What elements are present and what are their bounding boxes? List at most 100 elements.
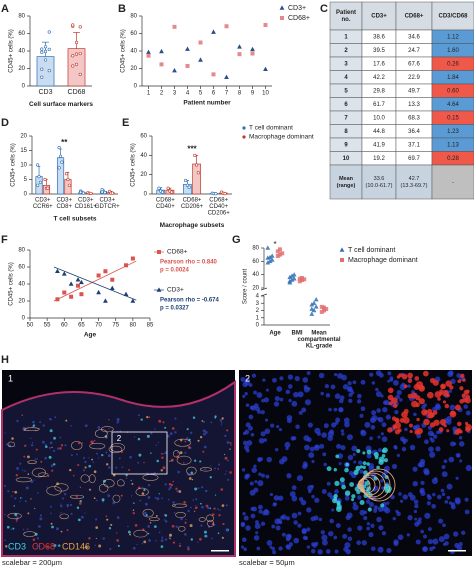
tissue-cell	[64, 444, 67, 447]
tissue-cell	[217, 468, 220, 470]
nucleus	[242, 431, 247, 435]
nucleus	[243, 515, 249, 521]
vessel	[110, 442, 125, 453]
tissue-cell	[23, 455, 26, 458]
tissue-cell	[13, 505, 16, 507]
x-tick-label: GDTCR+	[95, 204, 120, 210]
vessel	[32, 467, 46, 478]
tissue-cell	[210, 421, 213, 424]
legend-label: CD68+	[288, 15, 310, 22]
nucleus	[266, 540, 273, 546]
nucleus	[400, 436, 405, 442]
nucleus	[338, 462, 342, 466]
tissue-cell	[197, 541, 199, 543]
tissue-cell	[90, 440, 94, 444]
table-cell-text: 24.7	[408, 48, 420, 54]
macrophage	[418, 385, 425, 391]
scale-bar	[448, 550, 466, 552]
x-tick-label: CD206+	[181, 204, 204, 210]
nucleus	[264, 509, 270, 516]
x-tick-label: compartmental	[297, 337, 340, 343]
table-cell	[395, 1, 433, 31]
y-tick-label: 60	[18, 265, 25, 271]
tissue-cell	[106, 463, 109, 466]
nucleus	[343, 417, 350, 424]
t-cell	[355, 465, 361, 471]
nucleus	[453, 531, 459, 537]
nucleus	[368, 502, 374, 507]
data-point	[267, 258, 273, 264]
x-tick-label: 6	[212, 91, 216, 97]
nucleus	[393, 379, 399, 386]
tissue-cell	[105, 451, 108, 454]
nucleus	[257, 457, 262, 463]
tissue-cell	[84, 460, 87, 464]
nucleus	[429, 546, 434, 552]
data-point	[64, 172, 69, 176]
tissue-cell	[88, 464, 92, 468]
nucleus	[415, 424, 421, 429]
macrophage	[449, 410, 457, 418]
tissue-cell	[143, 511, 147, 515]
macrophage	[387, 427, 393, 433]
nucleus	[458, 441, 465, 447]
nucleus	[433, 434, 438, 439]
bar	[64, 179, 72, 195]
tissue-cell	[226, 429, 229, 432]
data-point	[157, 186, 161, 190]
tissue-cell	[125, 474, 128, 477]
nucleus	[333, 535, 338, 540]
macrophage	[462, 397, 467, 403]
table-header: CD3/CD68	[438, 14, 468, 20]
nucleus	[265, 474, 270, 479]
scale-bar	[211, 550, 229, 552]
nucleus	[327, 435, 334, 442]
tissue-cell	[26, 528, 29, 531]
nucleus	[317, 549, 323, 555]
nucleus	[352, 380, 357, 385]
nucleus	[365, 499, 371, 504]
tissue-cell	[213, 507, 216, 510]
tissue-cell	[63, 492, 67, 496]
nucleus	[306, 527, 311, 532]
tissue-cell	[21, 469, 24, 471]
vessel	[103, 479, 115, 488]
nucleus	[243, 547, 247, 552]
tissue-cell	[72, 474, 75, 477]
tissue-cell	[209, 476, 212, 479]
tissue-cell	[180, 517, 183, 521]
data-point	[198, 40, 203, 45]
data-point	[37, 175, 41, 179]
macrophage	[422, 370, 429, 377]
tissue-cell	[70, 512, 73, 515]
nucleus	[306, 545, 311, 549]
tissue-cell	[211, 537, 213, 540]
tissue-cell	[84, 545, 88, 549]
tissue-cell	[44, 456, 47, 460]
tissue-cell	[137, 437, 141, 441]
nucleus	[383, 469, 389, 475]
data-point	[275, 249, 280, 254]
nucleus	[420, 529, 424, 534]
macrophage	[423, 418, 430, 426]
nucleus	[244, 392, 248, 396]
nucleus	[291, 512, 298, 519]
data-point	[55, 268, 60, 274]
tissue-cell	[141, 492, 145, 495]
nucleus	[265, 388, 269, 392]
data-point	[124, 263, 128, 268]
tissue-cell	[155, 444, 158, 446]
tissue-cell	[217, 463, 221, 466]
t-cell	[366, 449, 372, 455]
tissue-cell	[22, 528, 25, 531]
nucleus	[302, 377, 309, 383]
vessel	[100, 426, 114, 433]
nucleus	[278, 520, 283, 525]
t-cell	[335, 454, 340, 459]
t-cell	[362, 461, 367, 466]
nucleus	[307, 485, 314, 491]
tissue-cell	[10, 495, 13, 497]
data-point	[195, 163, 199, 167]
data-point	[309, 311, 315, 316]
x-tick-label: 3	[173, 91, 177, 97]
